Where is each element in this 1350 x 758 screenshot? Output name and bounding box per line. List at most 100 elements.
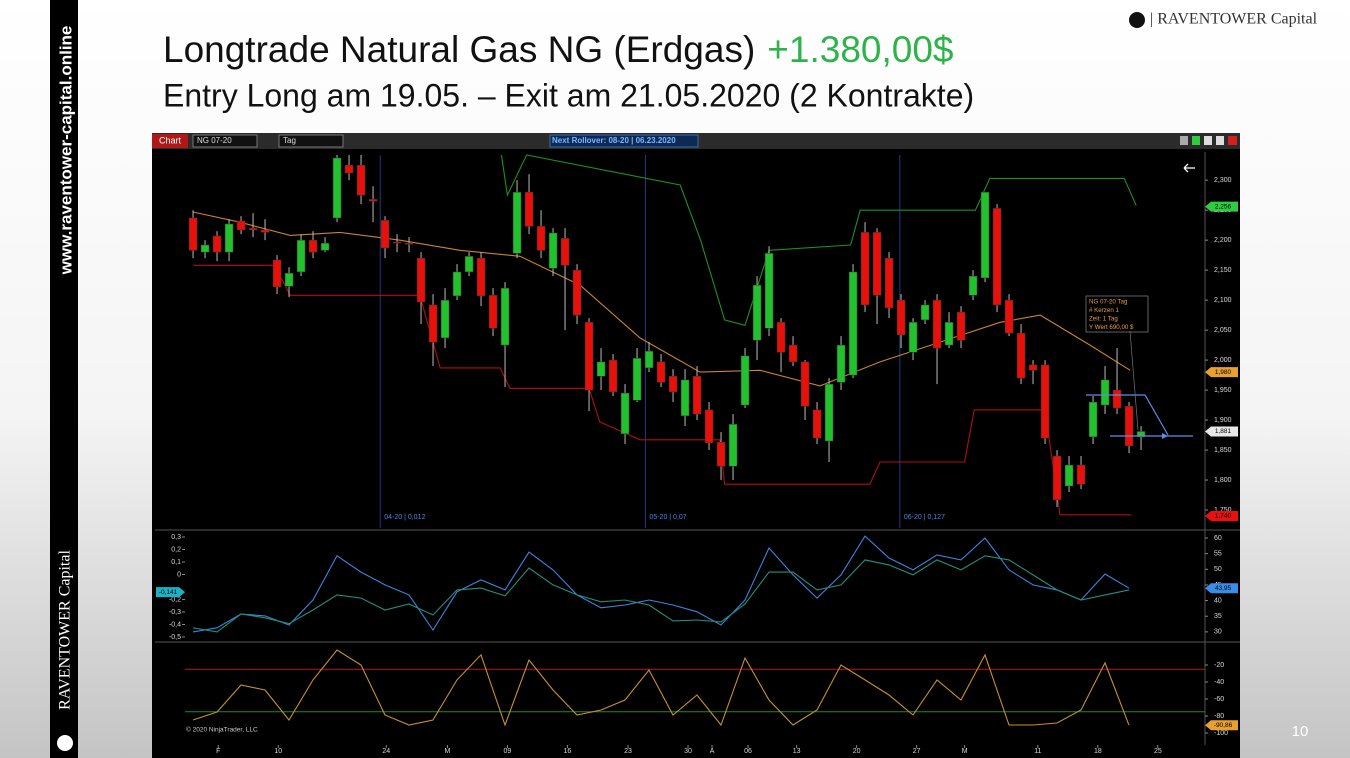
candle-body (380, 220, 390, 249)
window-button[interactable] (1216, 136, 1224, 145)
candle-body (560, 238, 570, 266)
candle-body (728, 424, 738, 467)
candle-body (776, 322, 786, 353)
arrow-icon[interactable] (1183, 163, 1195, 173)
candle-body (1124, 406, 1134, 447)
y-tick-label: 1,900 (1214, 417, 1232, 424)
subtitle: Entry Long am 19.05. – Exit am 21.05.202… (163, 77, 974, 113)
candle-body (932, 299, 942, 349)
period: Tag (283, 136, 296, 145)
candle-body (608, 359, 618, 393)
price-marker (156, 587, 185, 598)
x-tick-label: 27 (913, 748, 921, 755)
indicator-line (192, 555, 1130, 633)
rollover-label: 04-20 | 0,012 (384, 514, 425, 521)
plot: 1,750 1,800 1,850 1,900 1,950 2,000 2,050 2,100… (156, 154, 1238, 755)
price-marker-label: 1,881 (1215, 428, 1232, 435)
price-marker-label: 1,740 (1215, 513, 1232, 520)
y2-tick-label: -60 (1214, 696, 1224, 703)
y-tick-label: 0,2 (171, 546, 181, 553)
window-close[interactable] (1228, 136, 1237, 145)
window-button[interactable] (1204, 136, 1212, 145)
candle-body (644, 350, 654, 369)
price-marker-label: 43,95 (1215, 585, 1232, 592)
drawing-tool (1086, 394, 1169, 436)
candle-body (920, 304, 930, 321)
candle-body (620, 392, 630, 435)
candle-body (692, 376, 702, 415)
logo-icon (1129, 12, 1145, 28)
candle-body (260, 229, 270, 233)
y-tick-label: 1,750 (1214, 507, 1232, 514)
x-tick-label: 25 (1154, 748, 1162, 755)
y2-tick-label: -20 (1214, 662, 1224, 669)
y-tick-label: 1,850 (1214, 447, 1232, 454)
x-tick-label: 18 (1094, 748, 1102, 755)
period-select[interactable] (278, 134, 344, 148)
page-number: 10 (1292, 723, 1309, 740)
toolbar-label: Chart (159, 135, 182, 145)
candle-body (1004, 299, 1014, 334)
candle-body (428, 304, 438, 343)
x-tick-label: 11 (1034, 748, 1041, 755)
y-tick-label: 2,000 (1214, 357, 1232, 364)
y-tick-label: -0,4 (169, 621, 181, 628)
candle-body (584, 322, 594, 391)
candle-body (764, 253, 774, 329)
x-tick-label: 30 (684, 748, 692, 755)
candle-body (596, 361, 606, 377)
candle-body (572, 269, 582, 316)
candle-body (1112, 389, 1122, 409)
y2-tick-label: 50 (1214, 566, 1222, 573)
candle-body (476, 257, 486, 297)
x-tick-label: 13 (793, 748, 801, 755)
instrument-select[interactable] (192, 134, 258, 148)
x-tick-label: 10 (274, 748, 282, 755)
price-marker-label: -90,86 (1214, 722, 1233, 729)
sidebar-brand: RAVENTOWER Capital (57, 550, 74, 710)
price-marker (1205, 201, 1238, 212)
sidebar-icon (57, 735, 73, 751)
candle-body (1028, 364, 1038, 371)
candle-body (1088, 401, 1098, 438)
candle-body (752, 284, 762, 341)
y2-tick-label: 55 (1214, 550, 1222, 557)
candle-body (536, 226, 546, 251)
price-marker-label: 1,980 (1215, 369, 1232, 376)
instrument: NG 07-20 (197, 136, 232, 145)
candle-body (284, 272, 294, 287)
y2-tick-label: 30 (1214, 629, 1222, 636)
title: Longtrade Natural Gas NG (Erdgas) +1.380,… (163, 29, 954, 70)
candle-body (1064, 464, 1074, 487)
candle-body (668, 376, 678, 393)
x-tick-label: 23 (624, 748, 632, 755)
candle-body (848, 271, 858, 376)
candle-body (212, 235, 222, 253)
rollover-box (549, 134, 699, 148)
candle-body (860, 232, 870, 306)
window-button[interactable] (1192, 136, 1200, 145)
candle-body (1100, 379, 1110, 406)
price-marker (1205, 511, 1238, 522)
y2-tick-label: 60 (1214, 535, 1222, 542)
price-marker (1205, 426, 1238, 437)
indicator-line (192, 649, 1130, 727)
candle-body (188, 217, 198, 251)
x-tick-label: 16 (564, 748, 572, 755)
candle-body (320, 242, 330, 251)
candle-body (1040, 364, 1050, 439)
y2-tick-label: 40 (1214, 597, 1222, 604)
window-button[interactable] (1180, 136, 1188, 145)
x-tick-label: 20 (853, 748, 861, 755)
y-tick-label: 2,200 (1214, 237, 1232, 244)
y-tick-label: 2,300 (1214, 177, 1232, 184)
candle-body (392, 241, 402, 244)
info-box-frame (1085, 295, 1149, 333)
candle-body (1052, 455, 1062, 501)
candle-body (224, 223, 234, 253)
candle-body (464, 256, 474, 273)
indicator-line (192, 535, 1130, 633)
candle-body (404, 242, 414, 245)
